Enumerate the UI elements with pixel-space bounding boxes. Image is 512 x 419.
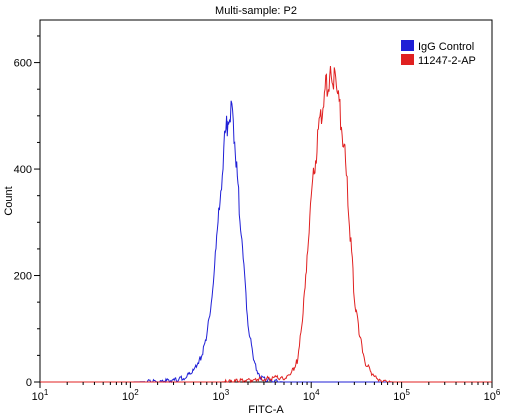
x-tick-label: 104 (303, 388, 320, 403)
x-tick-label: 102 (122, 388, 139, 403)
plot-frame (39, 19, 493, 383)
legend: IgG Control 11247-2-AP (401, 40, 476, 67)
series-line-2 (40, 66, 492, 384)
y-tick-label: 200 (14, 271, 32, 283)
legend-label-1: IgG Control (418, 41, 474, 53)
x-tick-label: 106 (484, 388, 501, 403)
y-tick-label: 0 (26, 377, 32, 389)
chart-title: Multi-sample: P2 (215, 5, 297, 17)
series-line-1 (40, 100, 402, 384)
y-axis: 0 200 400 600 (14, 35, 40, 389)
x-axis-title: FITC-A (248, 404, 284, 416)
series-layer (40, 66, 492, 384)
legend-swatch-2 (401, 54, 414, 65)
y-axis-title: Count (3, 186, 15, 215)
legend-label-2: 11247-2-AP (418, 55, 476, 67)
legend-swatch-1 (401, 40, 414, 51)
y-tick-label: 400 (14, 164, 32, 176)
x-tick-label: 101 (32, 388, 49, 403)
x-tick-label: 105 (393, 388, 410, 403)
x-tick-label: 103 (212, 388, 229, 403)
y-tick-label: 600 (14, 58, 32, 70)
x-axis: 101 102 103 104 105 106 (32, 382, 501, 403)
